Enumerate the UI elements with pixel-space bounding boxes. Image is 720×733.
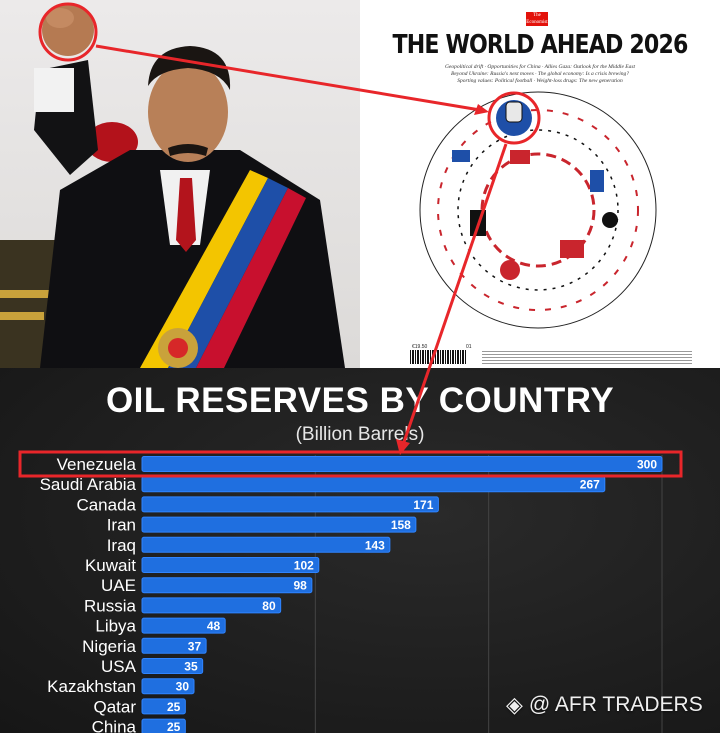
value-label: 25: [167, 720, 181, 733]
fist-highlight-circle: [38, 2, 98, 62]
economist-cover: [360, 0, 720, 368]
bar-usa: [141, 658, 204, 674]
bar-qatar: [141, 698, 186, 715]
cover-title: THE WORLD AHEAD 2026: [392, 30, 688, 60]
value-label: 98: [294, 579, 308, 593]
chart-title: OIL RESERVES BY COUNTRY: [105, 381, 615, 420]
cover-illustration: [419, 91, 657, 329]
category-label: Libya: [95, 617, 136, 636]
bar-iran: [141, 516, 417, 533]
category-label: Venezuela: [57, 455, 137, 474]
chart-annotations: [18, 2, 683, 478]
bar-venezuela: [141, 456, 663, 472]
category-label: Nigeria: [82, 637, 136, 656]
value-label: 300: [637, 458, 657, 472]
category-label: Kazakhstan: [47, 677, 136, 696]
cover-fist-highlight-circle: [487, 91, 541, 145]
bar-canada: [141, 496, 439, 513]
category-label: Saudi Arabia: [40, 475, 137, 494]
category-label: USA: [101, 657, 137, 676]
category-label: UAE: [101, 576, 136, 595]
cover-issue-number: 01: [466, 344, 472, 350]
bar-kazakhstan: [141, 678, 195, 695]
chart-bars: [141, 456, 663, 733]
value-label: 143: [365, 538, 385, 552]
cover-fine-print: [482, 351, 692, 365]
pointer-arrow-line: [402, 143, 508, 443]
connector-arrow-line: [95, 44, 481, 112]
bar-uae: [141, 577, 313, 594]
watermark: ◈ @ AFR TRADERS: [506, 692, 703, 718]
category-label: China: [92, 718, 137, 733]
value-label: 37: [188, 639, 202, 653]
binance-logo-icon: ◈: [506, 692, 523, 717]
economist-logo: The Economist: [526, 12, 548, 26]
value-label: 48: [207, 619, 221, 633]
watermark-text: @ AFR TRADERS: [528, 693, 703, 716]
header-images: The Economist THE WORLD AHEAD 2026 Geopo…: [0, 0, 720, 368]
category-label: Canada: [76, 495, 136, 514]
cover-barcode: [410, 350, 466, 364]
bar-nigeria: [141, 637, 207, 654]
value-label: 30: [176, 680, 190, 694]
bar-iraq: [141, 536, 391, 553]
bar-kuwait: [141, 557, 320, 573]
value-label: 102: [294, 559, 314, 573]
category-label: Russia: [84, 596, 137, 615]
category-label: Iraq: [107, 536, 136, 555]
category-label: Qatar: [93, 697, 136, 716]
bar-saudi-arabia: [141, 476, 606, 493]
cover-price: €19.50: [412, 344, 428, 350]
category-label: Iran: [107, 516, 136, 535]
connector-arrow-head: [474, 104, 489, 115]
value-label: 25: [167, 700, 181, 714]
chart-subtitle: (Billion Barrels): [295, 424, 425, 445]
value-label: 171: [413, 498, 433, 512]
bar-china: [141, 718, 186, 733]
cover-subtitle: Geopolitical drift · Opportunities for C…: [444, 64, 636, 84]
venezuela-highlight-box: [18, 450, 683, 478]
bar-libya: [141, 617, 226, 634]
category-label: Kuwait: [85, 556, 136, 575]
value-label: 80: [262, 599, 276, 613]
value-label: 35: [184, 660, 198, 674]
photo-illustration: [0, 4, 345, 368]
value-label: 158: [391, 518, 411, 532]
bar-russia: [141, 597, 282, 614]
value-label: 267: [580, 478, 600, 492]
